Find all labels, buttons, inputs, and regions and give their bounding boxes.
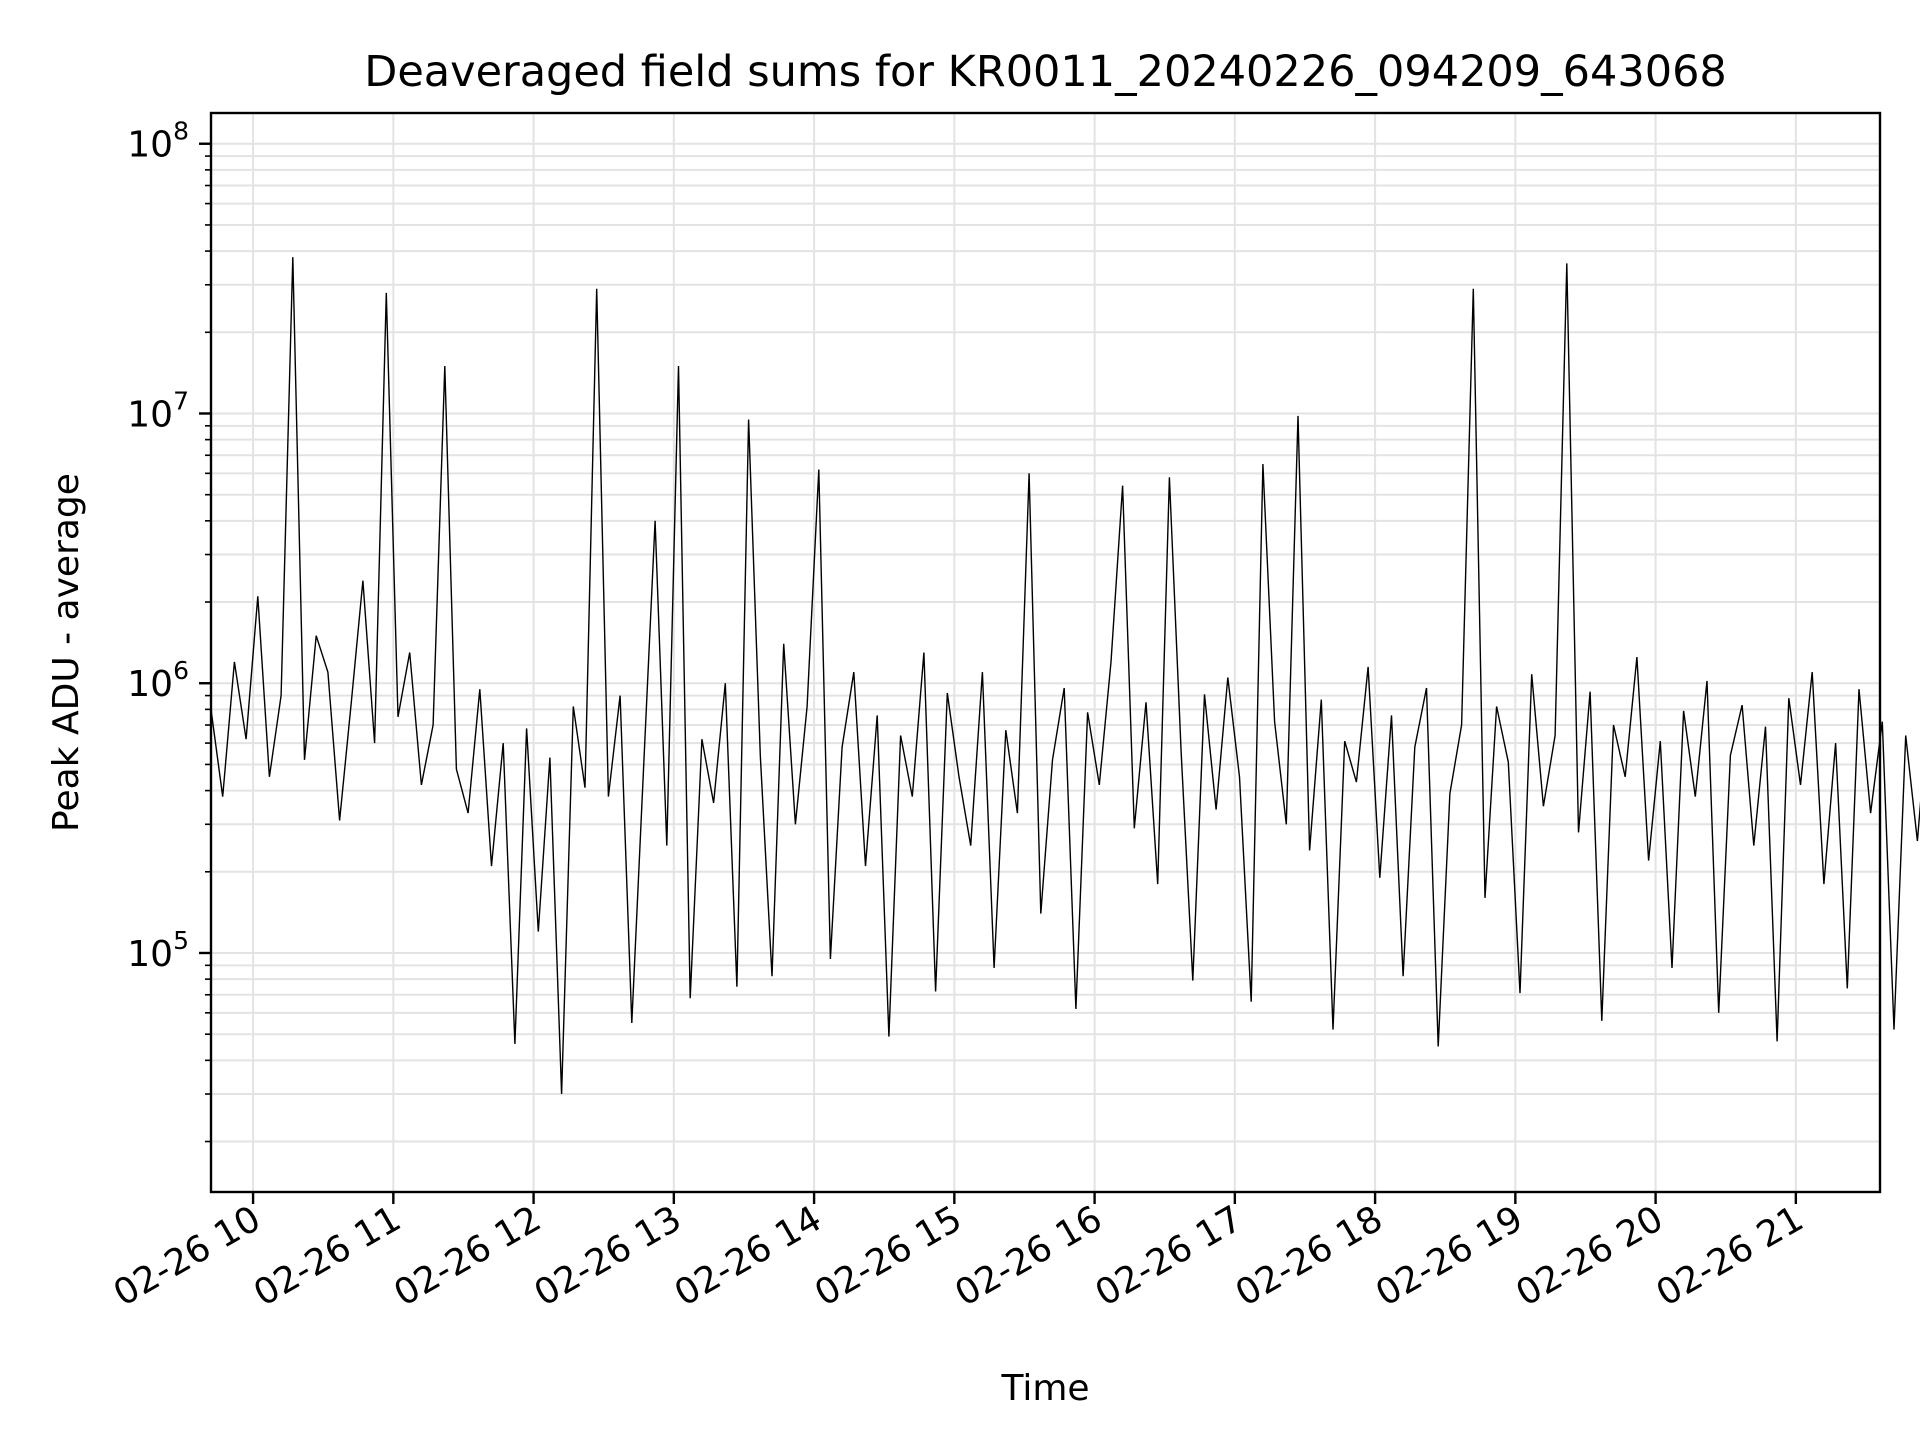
chart-title: Deaveraged field sums for KR0011_2024022… [364, 47, 1727, 97]
y-tick-exponent: 5 [173, 926, 189, 955]
y-tick-base: 10 [127, 125, 173, 166]
y-tick-exponent: 8 [173, 117, 189, 146]
y-tick-exponent: 7 [173, 386, 189, 415]
y-tick-label: 107 [127, 386, 189, 435]
y-axis-label: Peak ADU - average [46, 473, 87, 832]
y-tick-exponent: 6 [173, 656, 189, 685]
series-line [210, 257, 1920, 1095]
data-series [210, 257, 1920, 1095]
x-axis-label: Time [1000, 1368, 1089, 1409]
y-tick-label: 105 [127, 926, 189, 975]
y-tick-label: 108 [127, 117, 189, 166]
grid-lines [211, 113, 1880, 1192]
y-tick-label: 106 [127, 656, 189, 705]
plot-frame [209, 111, 1882, 1194]
y-tick-base: 10 [127, 934, 173, 975]
y-tick-base: 10 [127, 664, 173, 705]
y-tick-base: 10 [127, 394, 173, 435]
